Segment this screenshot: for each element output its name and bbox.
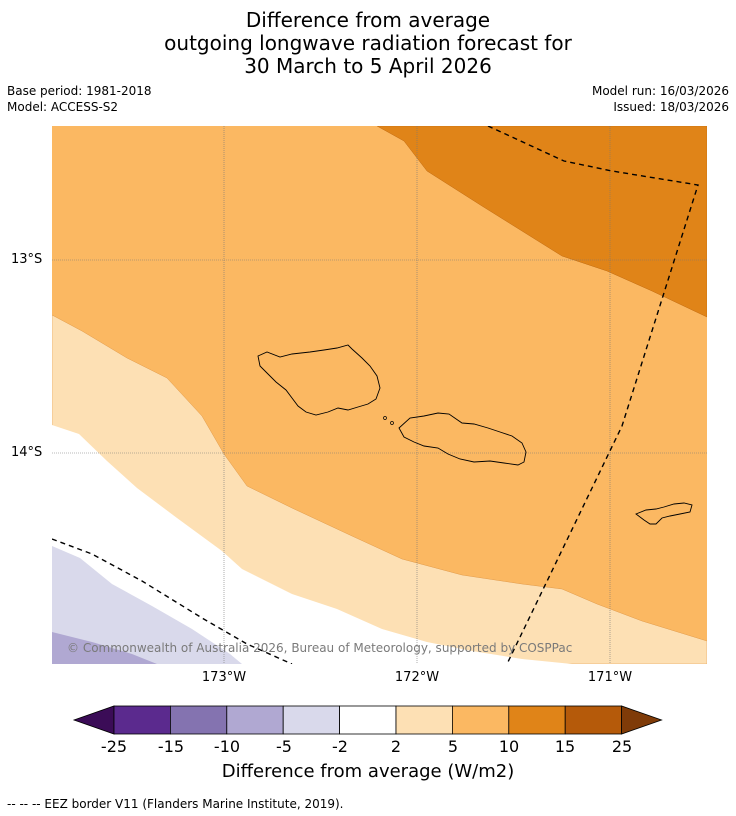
colorbar-tick-label: -15 <box>157 737 185 756</box>
colorbar-segment <box>226 705 284 735</box>
island-apolima <box>390 421 394 425</box>
colorbar-segment <box>451 705 510 735</box>
lon-label-173w: 173°W <box>201 670 247 685</box>
colorbar-extend-high <box>621 705 663 735</box>
model-run: Model run: 16/03/2026 <box>591 84 729 98</box>
colorbar-tick-label: 15 <box>554 737 576 756</box>
colorbar-title: Difference from average (W/m2) <box>221 761 515 782</box>
lat-label-14s: 14°S <box>11 445 43 460</box>
region-10-to-15 <box>376 126 707 318</box>
colorbar-segment <box>113 705 171 735</box>
island-upolu <box>398 412 527 466</box>
colorbar-tick-label: -25 <box>100 737 128 756</box>
map-svg <box>52 126 707 664</box>
colorbar <box>72 705 663 735</box>
eez-border-east <box>487 126 699 664</box>
colorbar-tick-label: 25 <box>611 737 633 756</box>
region-minus-2-to-5 <box>52 546 242 664</box>
colorbar-segment <box>339 705 397 735</box>
colorbar-tick-label: 10 <box>498 737 520 756</box>
colorbar-tick-label: 5 <box>447 737 459 756</box>
lon-label-171w: 171°W <box>587 670 633 685</box>
colorbar-tick-label: -10 <box>213 737 241 756</box>
colorbar-segment <box>395 705 453 735</box>
map-panel <box>52 126 707 664</box>
colorbar-segment <box>564 705 623 735</box>
graticule <box>52 126 707 664</box>
base-period: Base period: 1981-2018 <box>7 84 152 98</box>
title-line-1: Difference from average <box>245 8 491 32</box>
issued-date: Issued: 18/03/2026 <box>613 100 729 114</box>
colorbar-segment <box>508 705 566 735</box>
region-minus-5-to-10 <box>52 632 157 664</box>
lon-label-172w: 172°W <box>394 670 440 685</box>
colorbar-segment <box>282 705 340 735</box>
model-name: Model: ACCESS-S2 <box>7 100 119 114</box>
region-neutral <box>52 425 572 664</box>
colorbar-extend-low <box>72 705 115 735</box>
island-manono <box>383 416 387 420</box>
island-tutuila <box>635 502 693 525</box>
colorbar-tick-label: -5 <box>276 737 292 756</box>
title-line-3: 30 March to 5 April 2026 <box>244 54 492 78</box>
colorbar-tick-label: -2 <box>332 737 348 756</box>
colorbar-segment <box>170 705 228 735</box>
copyright-notice: © Commonwealth of Australia 2026, Bureau… <box>67 641 573 655</box>
title-line-2: outgoing longwave radiation forecast for <box>164 31 572 55</box>
colorbar-tick-label: 2 <box>390 737 402 756</box>
island-savaii <box>257 344 381 416</box>
lat-label-13s: 13°S <box>11 252 43 267</box>
eez-legend: -- -- -- EEZ border V11 (Flanders Marine… <box>7 797 344 811</box>
